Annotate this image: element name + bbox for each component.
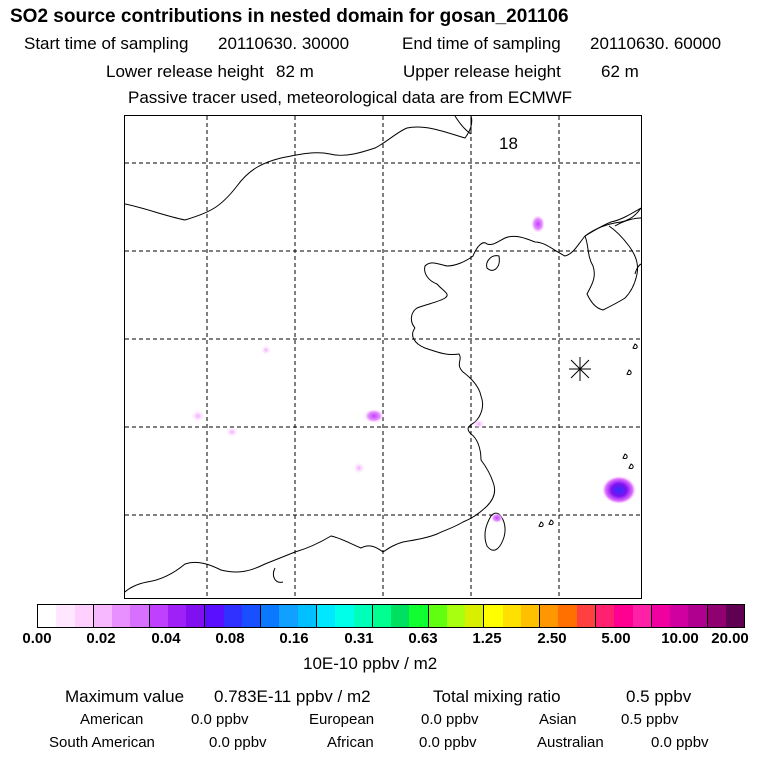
region-name: American	[80, 711, 144, 728]
colorbar-swatch	[353, 605, 373, 627]
map-panel: 18	[124, 115, 642, 599]
colorbar-swatch	[261, 605, 280, 627]
colorbar-tick: 0.00	[22, 630, 52, 647]
colorbar-swatch	[279, 605, 298, 627]
region-value: 0.0 ppbv	[651, 734, 709, 751]
region-name: Australian	[537, 734, 604, 751]
region-value: 0.0 ppbv	[419, 734, 477, 751]
colorbar-swatch	[614, 605, 633, 627]
colorbar-swatch	[465, 605, 485, 627]
colorbar-swatch	[241, 605, 262, 627]
total-mixing-label: Total mixing ratio	[433, 687, 561, 706]
colorbar-swatch	[707, 605, 726, 627]
colorbar-swatch	[446, 605, 466, 627]
colorbar-swatch	[372, 605, 392, 627]
plumes	[191, 215, 636, 523]
plume-taiwan	[491, 513, 503, 523]
colorbar-swatch	[632, 605, 652, 627]
colorbar-swatch	[651, 605, 671, 627]
colorbar-swatch	[484, 605, 503, 627]
colorbar-tick: 10.00	[661, 630, 699, 647]
region-name: South American	[49, 734, 155, 751]
graticule	[125, 116, 641, 598]
colorbar-swatch	[391, 605, 410, 627]
colorbar-swatch	[93, 605, 113, 627]
coastlines	[125, 116, 641, 593]
colorbar-swatch	[74, 605, 94, 627]
colorbar-swatch	[223, 605, 242, 627]
colorbar-swatch	[38, 605, 57, 627]
colorbar-swatch	[186, 605, 206, 627]
total-mixing-value: 0.5 ppbv	[626, 687, 692, 706]
colorbar-swatch	[725, 605, 745, 627]
colorbar-tick: 0.63	[408, 630, 438, 647]
colorbar-swatch	[56, 605, 75, 627]
colorbar-unit: 10E-10 ppbv / m2	[303, 654, 438, 673]
region-value: 0.0 ppbv	[421, 711, 479, 728]
colorbar-tick: 0.16	[279, 630, 309, 647]
plume-west-1	[191, 410, 205, 422]
colorbar-swatch	[167, 605, 187, 627]
colorbar-swatch	[520, 605, 541, 627]
lower-height-value: 82 m	[276, 62, 314, 81]
colorbar-swatch	[112, 605, 131, 627]
colorbar-swatch	[670, 605, 689, 627]
upper-height-value: 62 m	[601, 62, 639, 81]
region-name: Asian	[539, 711, 577, 728]
region-value: 0.5 ppbv	[621, 711, 679, 728]
colorbar-tick: 0.02	[86, 630, 116, 647]
colorbar	[37, 604, 745, 628]
plume-west-2	[226, 427, 238, 437]
colorbar-swatch	[149, 605, 168, 627]
tracer-note: Passive tracer used, meteorological data…	[128, 88, 573, 107]
max-value-label: Maximum value	[65, 687, 185, 706]
plume-shanghai	[473, 419, 485, 429]
region-value: 0.0 ppbv	[209, 734, 267, 751]
colorbar-swatch	[576, 605, 596, 627]
plume-south-central	[353, 462, 365, 474]
start-time-label: Start time of sampling	[24, 34, 189, 53]
colorbar-tick: 0.08	[215, 630, 245, 647]
end-time-value: 20110630. 60000	[590, 34, 722, 53]
colorbar-swatch	[688, 605, 708, 627]
plume-inland-small	[261, 345, 271, 355]
colorbar-swatch	[297, 605, 317, 627]
colorbar-swatch	[205, 605, 224, 627]
colorbar-swatch	[502, 605, 521, 627]
start-time-value: 20110630. 30000	[218, 34, 350, 53]
colorbar-swatch	[558, 605, 577, 627]
colorbar-tick: 1.25	[472, 630, 502, 647]
plume-central	[364, 409, 384, 423]
region-name: European	[309, 711, 375, 728]
colorbar-swatch	[409, 605, 429, 627]
colorbar-swatch	[595, 605, 615, 627]
plume-north-korea	[531, 215, 545, 233]
colorbar-tick: 5.00	[601, 630, 631, 647]
colorbar-tick: 0.04	[151, 630, 181, 647]
colorbar-swatch	[335, 605, 354, 627]
map-title: SO2 source contributions in nested domai…	[10, 6, 569, 27]
hour-label: 18	[499, 134, 518, 153]
plume-okinawa	[602, 476, 636, 504]
lower-height-label: Lower release height	[106, 62, 264, 81]
max-value: 0.783E-11 ppbv / m2	[214, 687, 371, 706]
colorbar-tick: 0.31	[344, 630, 374, 647]
region-value: 0.0 ppbv	[191, 711, 249, 728]
colorbar-tick: 20.00	[711, 630, 749, 647]
region-name: African	[327, 734, 374, 751]
colorbar-swatch	[428, 605, 447, 627]
colorbar-swatch	[316, 605, 336, 627]
receptor-marker-icon	[569, 357, 591, 381]
colorbar-swatch	[130, 605, 150, 627]
end-time-label: End time of sampling	[402, 34, 561, 53]
colorbar-swatch	[540, 605, 559, 627]
colorbar-tick: 2.50	[537, 630, 567, 647]
map-canvas	[125, 116, 641, 598]
upper-height-label: Upper release height	[403, 62, 561, 81]
